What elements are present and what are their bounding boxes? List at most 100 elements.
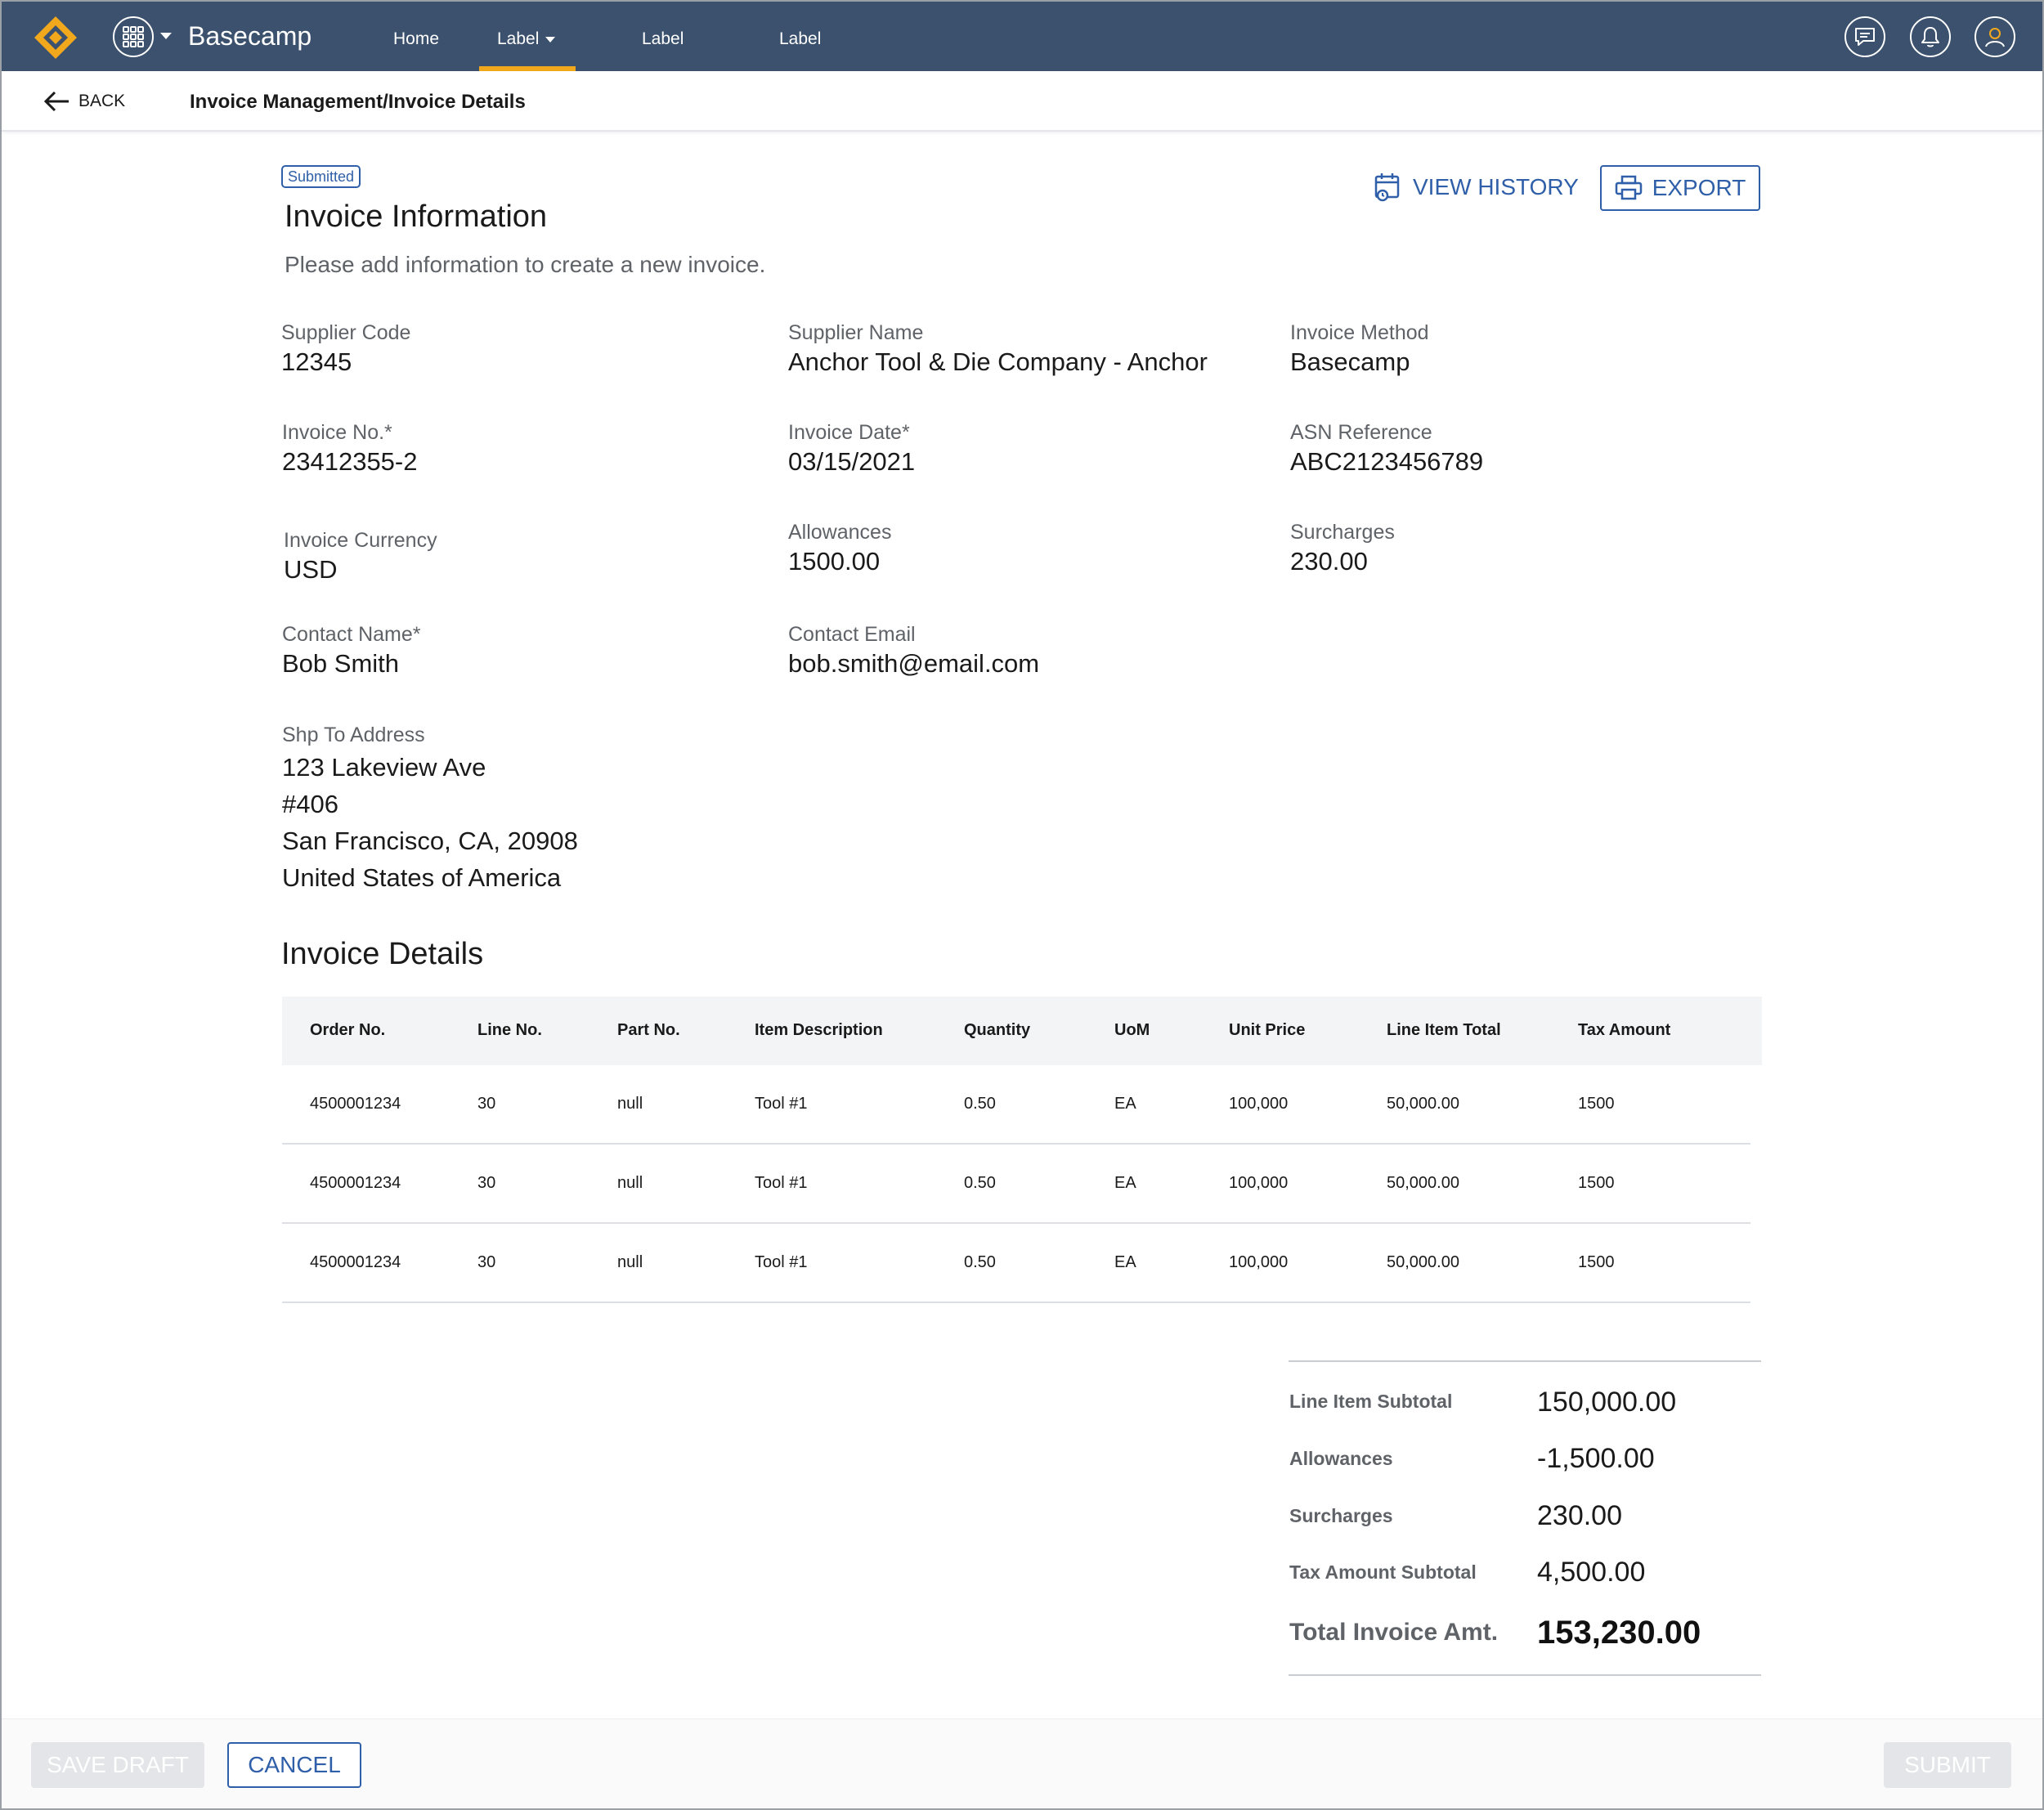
chevron-down-icon bbox=[545, 36, 556, 43]
field-label: Surcharges bbox=[1290, 521, 1395, 544]
summary-label-surcharges: Surcharges bbox=[1289, 1505, 1393, 1526]
field-value: Basecamp bbox=[1290, 347, 1410, 376]
footer-action-bar: SAVE DRAFT CANCEL SUBMIT bbox=[2, 1718, 2042, 1808]
field-label: Supplier Code bbox=[281, 321, 411, 344]
messages-icon[interactable] bbox=[1845, 16, 1885, 57]
nav-item-home[interactable]: Home bbox=[393, 29, 440, 48]
address-line: 123 Lakeview Ave bbox=[282, 753, 486, 782]
field-value: 230.00 bbox=[1290, 547, 1368, 576]
summary-value-allowances: -1,500.00 bbox=[1537, 1443, 1655, 1474]
table-header: Order No. Line No. Part No. Item Descrip… bbox=[282, 997, 1762, 1065]
brand-name: Basecamp bbox=[188, 21, 312, 51]
section-title: Invoice Details bbox=[281, 937, 484, 971]
invoice-date-field: Invoice Date* 03/15/2021 bbox=[788, 419, 915, 477]
cell-quantity: 0.50 bbox=[964, 1095, 996, 1113]
field-label: Allowances bbox=[788, 521, 892, 544]
cell-unit-price: 100,000 bbox=[1229, 1095, 1289, 1113]
cell-uom: EA bbox=[1114, 1174, 1136, 1192]
history-calendar-icon bbox=[1374, 173, 1400, 202]
column-header[interactable]: UoM bbox=[1114, 1021, 1150, 1039]
bell-icon[interactable] bbox=[1910, 16, 1951, 57]
cell-part-no: null bbox=[617, 1253, 643, 1271]
page-title: Invoice Information bbox=[285, 199, 548, 234]
field-label: Contact Email bbox=[788, 623, 916, 646]
back-button[interactable]: BACK bbox=[43, 89, 125, 114]
cell-uom: EA bbox=[1114, 1253, 1136, 1271]
supplier-code-field: Supplier Code 12345 bbox=[281, 319, 410, 378]
field-label: Invoice Date* bbox=[788, 421, 910, 444]
cell-part-no: null bbox=[617, 1174, 643, 1192]
summary-value-tax-amount-subtotal: 4,500.00 bbox=[1537, 1557, 1646, 1588]
field-label: Contact Name* bbox=[282, 623, 421, 646]
summary-label-total: Total Invoice Amt. bbox=[1289, 1619, 1499, 1646]
field-value: USD bbox=[284, 555, 338, 584]
arrow-left-icon bbox=[43, 91, 69, 112]
cell-item-description: Tool #1 bbox=[755, 1095, 808, 1113]
cancel-button[interactable]: CANCEL bbox=[227, 1742, 361, 1788]
cell-uom: EA bbox=[1114, 1095, 1136, 1113]
field-value: bob.smith@email.com bbox=[788, 649, 1040, 678]
column-header[interactable]: Quantity bbox=[964, 1021, 1031, 1039]
submit-button[interactable]: SUBMIT bbox=[1884, 1742, 2011, 1788]
cell-part-no: null bbox=[617, 1095, 643, 1113]
export-button[interactable]: EXPORT bbox=[1600, 165, 1760, 211]
ship-to-address-field: Shp To Address 123 Lakeview Ave #406 San… bbox=[282, 721, 578, 896]
summary-label-line-item-subtotal: Line Item Subtotal bbox=[1289, 1391, 1453, 1412]
table-row[interactable]: 4500001234 30 null Tool #1 0.50 EA 100,0… bbox=[282, 1145, 1750, 1224]
view-history-button[interactable]: VIEW HISTORY bbox=[1374, 172, 1579, 203]
cell-tax-amount: 1500 bbox=[1578, 1174, 1615, 1192]
cell-item-description: Tool #1 bbox=[755, 1174, 808, 1192]
summary-value-total: 153,230.00 bbox=[1537, 1615, 1701, 1651]
column-header[interactable]: Line Item Total bbox=[1387, 1021, 1501, 1039]
table-row[interactable]: 4500001234 30 null Tool #1 0.50 EA 100,0… bbox=[282, 1224, 1750, 1303]
column-header[interactable]: Unit Price bbox=[1229, 1021, 1306, 1039]
summary-divider bbox=[1289, 1674, 1761, 1676]
app-switcher-icon[interactable] bbox=[113, 16, 154, 57]
cell-tax-amount: 1500 bbox=[1578, 1095, 1615, 1113]
supplier-name-field: Supplier Name Anchor Tool & Die Company … bbox=[788, 319, 1208, 378]
nav-item-label-dropdown[interactable]: Label bbox=[497, 29, 556, 49]
basecamp-logo-icon[interactable] bbox=[33, 15, 78, 60]
field-label: Invoice No.* bbox=[282, 421, 392, 444]
summary-value-surcharges: 230.00 bbox=[1537, 1500, 1622, 1531]
summary-divider bbox=[1289, 1360, 1761, 1362]
column-header[interactable]: Line No. bbox=[477, 1021, 542, 1039]
column-header[interactable]: Item Description bbox=[755, 1021, 883, 1039]
summary-label-allowances: Allowances bbox=[1289, 1448, 1393, 1469]
contact-email-field: Contact Email bob.smith@email.com bbox=[788, 621, 1039, 679]
field-value: 23412355-2 bbox=[282, 447, 418, 476]
status-badge: Submitted bbox=[281, 165, 361, 188]
cell-order-no: 4500001234 bbox=[310, 1174, 401, 1192]
field-value: Anchor Tool & Die Company - Anchor bbox=[788, 347, 1208, 376]
view-history-label: VIEW HISTORY bbox=[1413, 174, 1579, 199]
asn-reference-field: ASN Reference ABC2123456789 bbox=[1290, 419, 1483, 477]
cell-line-no: 30 bbox=[477, 1095, 496, 1113]
top-nav: Basecamp Home Label Label Label bbox=[2, 2, 2042, 71]
export-label: EXPORT bbox=[1652, 175, 1746, 200]
field-label: Shp To Address bbox=[282, 724, 425, 746]
column-header[interactable]: Order No. bbox=[310, 1021, 386, 1039]
save-draft-button[interactable]: SAVE DRAFT bbox=[31, 1742, 204, 1788]
cell-order-no: 4500001234 bbox=[310, 1095, 401, 1113]
invoice-details-table: Order No. Line No. Part No. Item Descrip… bbox=[282, 997, 1762, 1303]
cell-line-item-total: 50,000.00 bbox=[1387, 1174, 1459, 1192]
chevron-down-icon[interactable] bbox=[160, 33, 172, 39]
table-row[interactable]: 4500001234 30 null Tool #1 0.50 EA 100,0… bbox=[282, 1065, 1750, 1145]
field-label: Supplier Name bbox=[788, 321, 924, 344]
address-line: #406 bbox=[282, 790, 338, 818]
column-header[interactable]: Part No. bbox=[617, 1021, 680, 1039]
field-label: ASN Reference bbox=[1290, 421, 1432, 444]
field-label: Invoice Currency bbox=[284, 529, 437, 552]
field-label: Invoice Method bbox=[1290, 321, 1429, 344]
field-value: 03/15/2021 bbox=[788, 447, 916, 476]
nav-item-label-2[interactable]: Label bbox=[642, 29, 684, 48]
sub-header: BACK Invoice Management/Invoice Details bbox=[2, 71, 2042, 132]
column-header[interactable]: Tax Amount bbox=[1578, 1021, 1671, 1039]
active-nav-indicator bbox=[479, 66, 576, 71]
nav-item-label-3[interactable]: Label bbox=[779, 29, 822, 48]
summary-label-tax-amount-subtotal: Tax Amount Subtotal bbox=[1289, 1561, 1477, 1583]
user-icon[interactable] bbox=[1975, 16, 2015, 57]
breadcrumb: Invoice Management/Invoice Details bbox=[190, 91, 526, 113]
invoice-method-field: Invoice Method Basecamp bbox=[1290, 319, 1429, 378]
